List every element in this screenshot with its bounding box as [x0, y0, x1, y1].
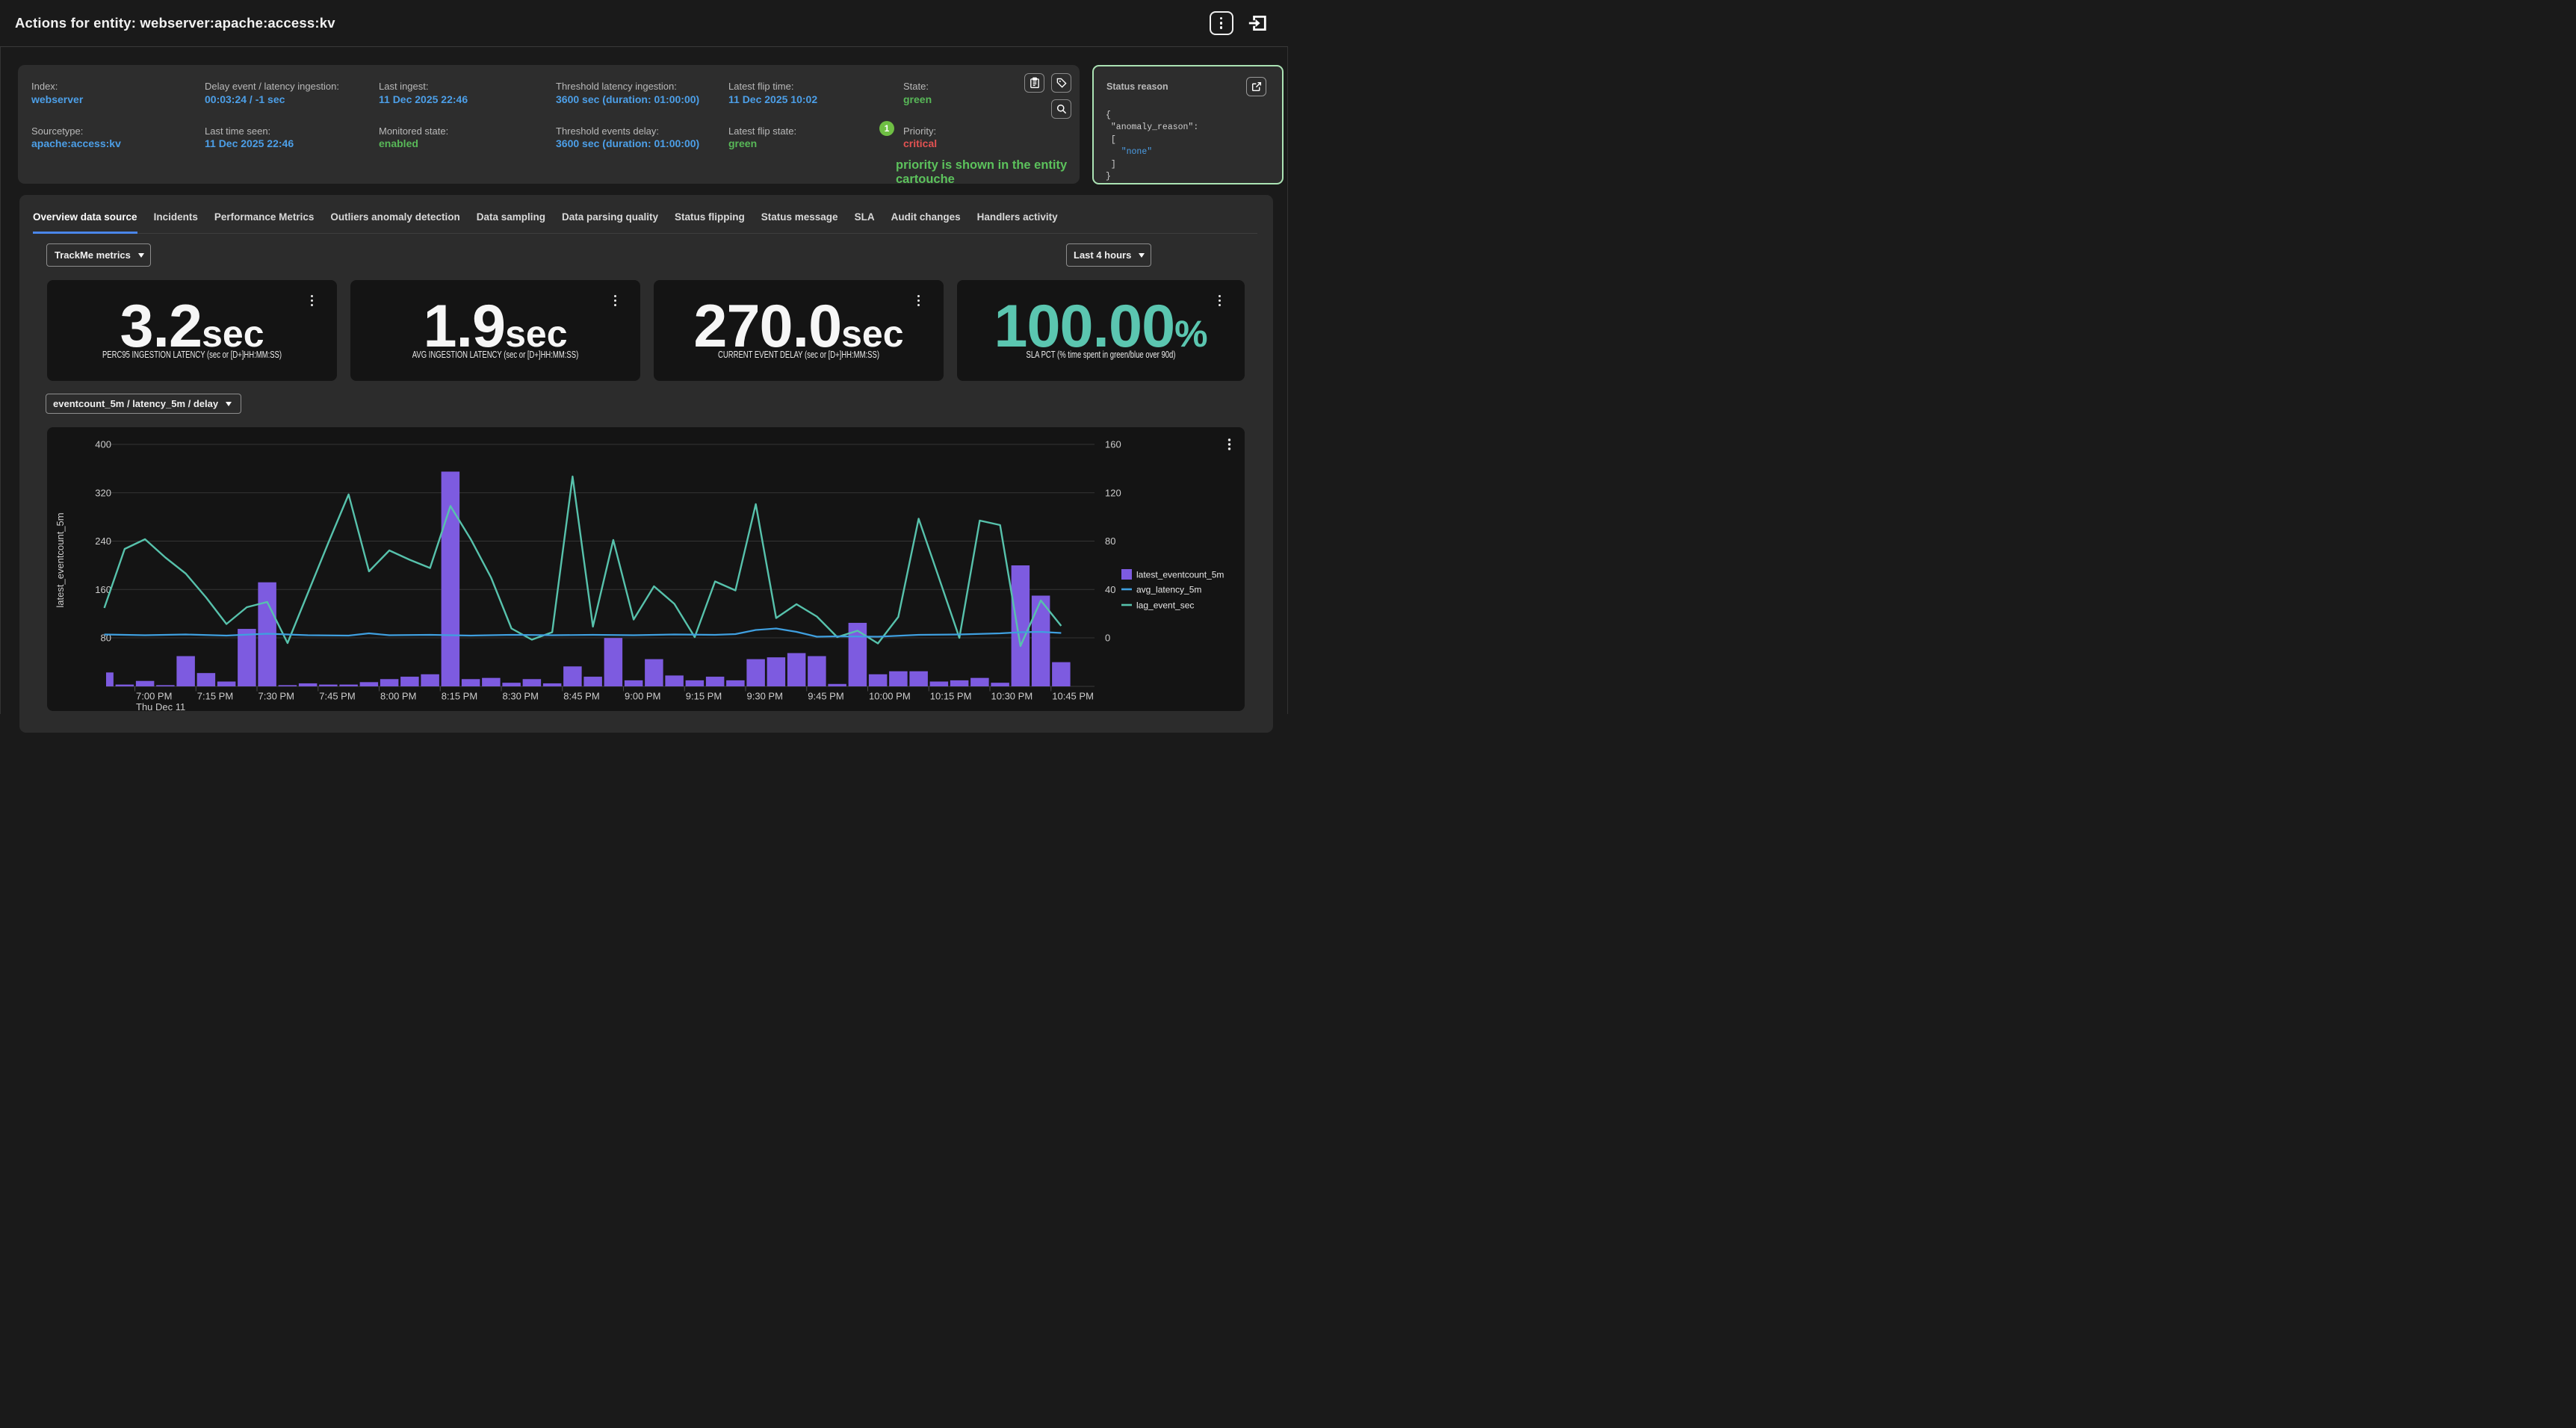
- svg-text:avg_latency_5m: avg_latency_5m: [1136, 585, 1201, 595]
- svg-text:9:45 PM: 9:45 PM: [808, 691, 843, 702]
- svg-text:9:15 PM: 9:15 PM: [686, 691, 722, 702]
- svg-text:7:00 PM: 7:00 PM: [136, 691, 172, 702]
- svg-text:latest_eventcount_5m: latest_eventcount_5m: [55, 512, 66, 607]
- svg-text:80: 80: [1105, 536, 1115, 547]
- svg-text:latest_eventcount_5m: latest_eventcount_5m: [1136, 570, 1224, 580]
- svg-text:lag_event_sec: lag_event_sec: [1136, 600, 1194, 611]
- svg-text:7:15 PM: 7:15 PM: [197, 691, 233, 702]
- svg-text:40: 40: [1105, 584, 1115, 595]
- svg-text:10:15 PM: 10:15 PM: [930, 691, 972, 702]
- svg-text:160: 160: [95, 584, 111, 595]
- svg-text:8:15 PM: 8:15 PM: [442, 691, 477, 702]
- svg-text:320: 320: [95, 487, 111, 498]
- svg-text:9:30 PM: 9:30 PM: [747, 691, 783, 702]
- svg-text:400: 400: [95, 439, 111, 450]
- svg-text:10:30 PM: 10:30 PM: [991, 691, 1033, 702]
- svg-text:240: 240: [95, 536, 111, 547]
- svg-text:0: 0: [1105, 633, 1110, 644]
- svg-text:10:45 PM: 10:45 PM: [1052, 691, 1094, 702]
- svg-text:8:30 PM: 8:30 PM: [503, 691, 539, 702]
- svg-text:9:00 PM: 9:00 PM: [625, 691, 660, 702]
- svg-text:10:00 PM: 10:00 PM: [869, 691, 911, 702]
- svg-text:160: 160: [1105, 439, 1121, 450]
- svg-text:Thu Dec 11: Thu Dec 11: [136, 701, 185, 713]
- svg-text:8:45 PM: 8:45 PM: [563, 691, 599, 702]
- svg-text:7:45 PM: 7:45 PM: [319, 691, 355, 702]
- svg-text:120: 120: [1105, 487, 1121, 498]
- svg-text:8:00 PM: 8:00 PM: [380, 691, 416, 702]
- svg-text:7:30 PM: 7:30 PM: [258, 691, 294, 702]
